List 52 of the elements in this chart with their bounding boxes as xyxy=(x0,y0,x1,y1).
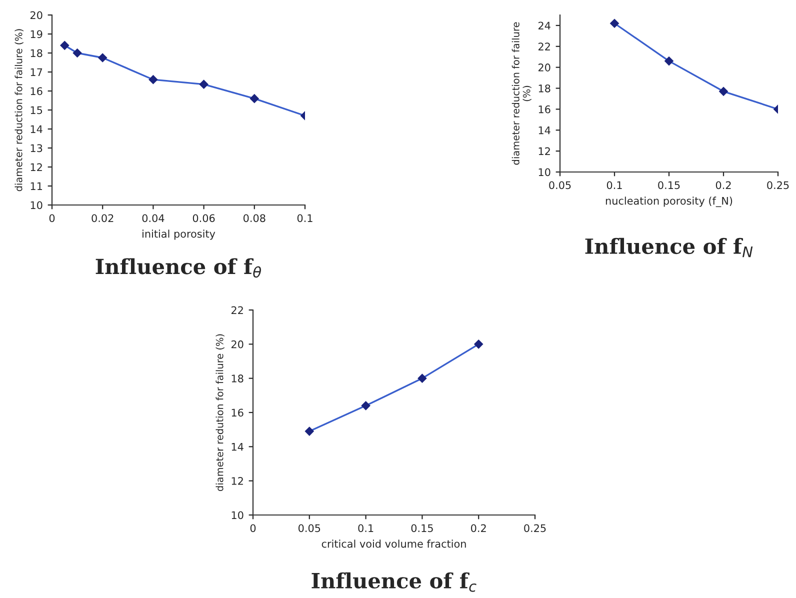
y-tick-label: 18 xyxy=(538,84,550,92)
y-axis-title: diameter reduction for failure (%) xyxy=(512,22,532,165)
x-axis-title: initial porosity xyxy=(142,230,216,240)
y-tick-label: 13 xyxy=(30,144,42,152)
x-axis-title: critical void volume fraction xyxy=(322,540,466,548)
x-axis-title: nucleation porosity (f_N) xyxy=(606,196,732,208)
y-tick-label: 12 xyxy=(232,477,243,485)
x-tick-label: 0.1 xyxy=(606,181,622,190)
x-tick-label: 0.02 xyxy=(92,214,114,222)
y-tick-label: 10 xyxy=(30,201,42,210)
x-tick-label: 0.25 xyxy=(524,524,546,532)
x-tick-label: 0.15 xyxy=(658,181,680,190)
y-tick-label: 11 xyxy=(30,182,42,190)
y-tick-label: 20 xyxy=(231,340,244,348)
x-tick-label: 0.15 xyxy=(411,524,433,532)
x-tick-label: 0.06 xyxy=(192,214,215,222)
y-axis-title: diameter reduction for failure (%) xyxy=(14,29,24,192)
x-tick-label: 0.25 xyxy=(767,181,789,190)
x-tick-label: 0.1 xyxy=(297,214,312,222)
text: Influence of f$_{θ}$ xyxy=(96,258,261,278)
y-tick-label: 19 xyxy=(30,30,42,38)
y-tick-label: 12 xyxy=(538,147,550,156)
text: Influence of f$_{c}$ xyxy=(312,572,476,592)
x-tick-label: 0 xyxy=(250,524,256,532)
y-tick-label: 20 xyxy=(538,64,550,72)
y-tick-label: 16 xyxy=(232,408,244,417)
y-tick-label: 22 xyxy=(231,306,243,314)
y-tick-label: 16 xyxy=(538,105,550,114)
y-tick-label: 14 xyxy=(232,443,244,451)
y-tick-label: 14 xyxy=(30,125,42,133)
y-tick-label: 15 xyxy=(30,106,42,114)
y-tick-label: 17 xyxy=(30,68,42,76)
x-tick-label: 0.2 xyxy=(471,524,486,532)
x-tick-label: 0.04 xyxy=(142,214,164,222)
y-tick-label: 16 xyxy=(30,87,42,96)
y-tick-label: 12 xyxy=(30,163,42,171)
text: Influence of f$_{N}$ xyxy=(585,238,753,258)
y-tick-label: 10 xyxy=(232,511,244,520)
x-tick-label: 0.05 xyxy=(298,524,320,532)
x-tick-label: 0.2 xyxy=(716,181,731,190)
x-tick-label: 0.08 xyxy=(243,214,266,222)
y-tick-label: 18 xyxy=(232,374,244,382)
y-axis-title: diameter redution for failure (%) xyxy=(216,334,224,491)
x-tick-label: 0.1 xyxy=(358,524,374,532)
y-tick-label: 24 xyxy=(538,22,550,30)
y-tick-label: 22 xyxy=(538,42,550,50)
x-tick-label: 0 xyxy=(49,214,55,222)
y-tick-label: 18 xyxy=(30,49,42,58)
y-tick-label: 14 xyxy=(538,126,550,134)
y-tick-label: 20 xyxy=(30,11,42,20)
x-tick-label: 0.05 xyxy=(549,181,571,190)
y-tick-label: 10 xyxy=(538,168,550,176)
